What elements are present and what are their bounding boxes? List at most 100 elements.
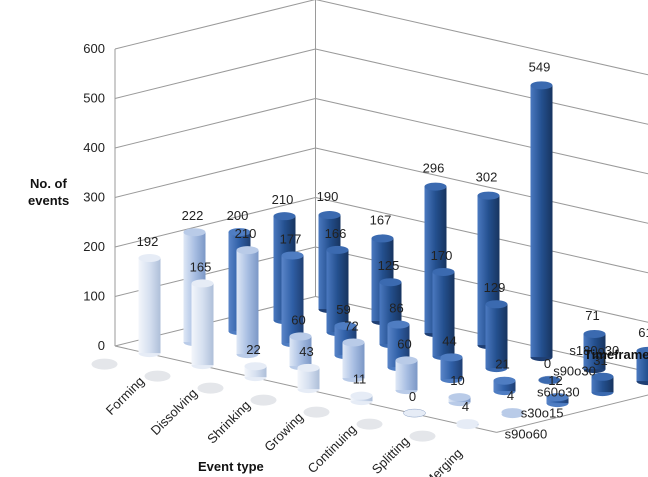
category-label: Dissolving <box>148 386 201 439</box>
category-label: Growing <box>261 410 306 455</box>
bar-top <box>138 254 161 263</box>
bar-top <box>273 212 296 221</box>
bar <box>591 372 614 397</box>
bar-base <box>144 370 171 382</box>
data-label: 22 <box>246 342 260 357</box>
bar-back-row <box>530 81 553 362</box>
data-label: 0 <box>544 356 551 371</box>
gridline-left <box>114 98 316 149</box>
data-label: 31 <box>593 353 607 368</box>
bar-top <box>432 267 455 276</box>
bar-body <box>236 250 259 355</box>
y-tick-label: 200 <box>83 239 105 254</box>
data-label: 12 <box>548 373 562 388</box>
gridline-back <box>315 197 648 274</box>
bar-base <box>409 430 436 442</box>
bar <box>501 408 524 419</box>
bar-top <box>395 356 418 365</box>
bar-top <box>236 246 259 255</box>
series-label: s60o30 <box>537 385 580 400</box>
bar-top <box>424 182 447 191</box>
bar-body <box>244 366 267 378</box>
data-label: 43 <box>299 344 313 359</box>
data-label: 190 <box>317 189 339 204</box>
bar-body <box>530 85 553 358</box>
data-label: 129 <box>484 280 506 295</box>
data-label: 71 <box>585 308 599 323</box>
bar-top <box>387 320 410 329</box>
bar <box>387 320 410 372</box>
bar-body <box>583 333 606 370</box>
data-label: 60 <box>291 312 305 327</box>
y-tick-label: 600 <box>83 41 105 56</box>
bar <box>440 353 463 384</box>
bar-base <box>91 358 118 370</box>
x-axis-title: Event type <box>198 459 264 474</box>
data-label: 210 <box>235 226 257 241</box>
bar <box>395 356 418 395</box>
bar-top <box>538 375 561 385</box>
y-axis-title-line2: events <box>28 193 69 208</box>
bar-back-row <box>636 346 648 386</box>
y-tick-label: 0 <box>98 338 105 353</box>
bar-body <box>297 367 320 390</box>
bar-empty-base <box>91 358 118 370</box>
bar-top <box>456 419 479 428</box>
bar-base <box>250 394 277 406</box>
bar-body <box>591 376 614 393</box>
bar-body <box>281 255 304 344</box>
bar <box>326 245 349 337</box>
data-label: 86 <box>389 301 403 316</box>
bar-top <box>591 372 614 381</box>
series-label: s90o60 <box>505 426 548 441</box>
bar-body <box>387 324 410 368</box>
bar <box>138 254 161 358</box>
bar-top <box>501 408 524 417</box>
data-label: 4 <box>462 399 469 414</box>
y-tick-label: 400 <box>83 140 105 155</box>
bar-empty-base <box>409 430 436 442</box>
bar-top <box>281 251 304 260</box>
series-label: s180o30 <box>569 343 619 358</box>
bar <box>236 246 259 359</box>
bar-body <box>485 304 508 369</box>
y-tick-label: 100 <box>83 289 105 304</box>
bar-top <box>183 228 206 237</box>
bar-base <box>197 382 224 394</box>
bar-top <box>448 393 471 402</box>
bar-back-row <box>583 329 606 374</box>
data-label: 296 <box>423 161 445 176</box>
bar-top <box>342 338 365 347</box>
bar-top <box>244 362 267 371</box>
y-axis-title-line1: No. of <box>30 176 67 191</box>
data-label: 302 <box>476 170 498 185</box>
data-label: 125 <box>378 258 400 273</box>
bar <box>538 375 561 385</box>
bar-body <box>326 249 349 333</box>
series-label: s90o30 <box>553 364 596 379</box>
gridline-back <box>315 0 648 76</box>
bar-top <box>371 234 394 243</box>
data-label: 44 <box>442 333 456 348</box>
data-label: 200 <box>227 208 249 223</box>
y-axis-ticks: 0 100 200 300 400 500 600 <box>83 41 105 353</box>
bar-top <box>403 408 426 418</box>
bar-top <box>350 391 373 400</box>
bars-layer <box>91 81 648 442</box>
bar-top <box>326 245 349 254</box>
bar-top <box>583 329 606 338</box>
category-label: Forming <box>103 374 147 418</box>
bar-empty-base <box>303 406 330 418</box>
category-label: Shrinking <box>204 398 253 447</box>
bar-top <box>297 363 320 372</box>
data-label: 11 <box>353 372 367 387</box>
gridline-left <box>114 197 316 248</box>
bar <box>244 362 267 382</box>
data-label: 21 <box>495 357 509 372</box>
data-label: 60 <box>397 336 411 351</box>
bar <box>448 393 471 407</box>
data-label: 222 <box>182 208 204 223</box>
data-label: 210 <box>272 192 294 207</box>
bar <box>493 376 516 396</box>
bar-base <box>303 406 330 418</box>
